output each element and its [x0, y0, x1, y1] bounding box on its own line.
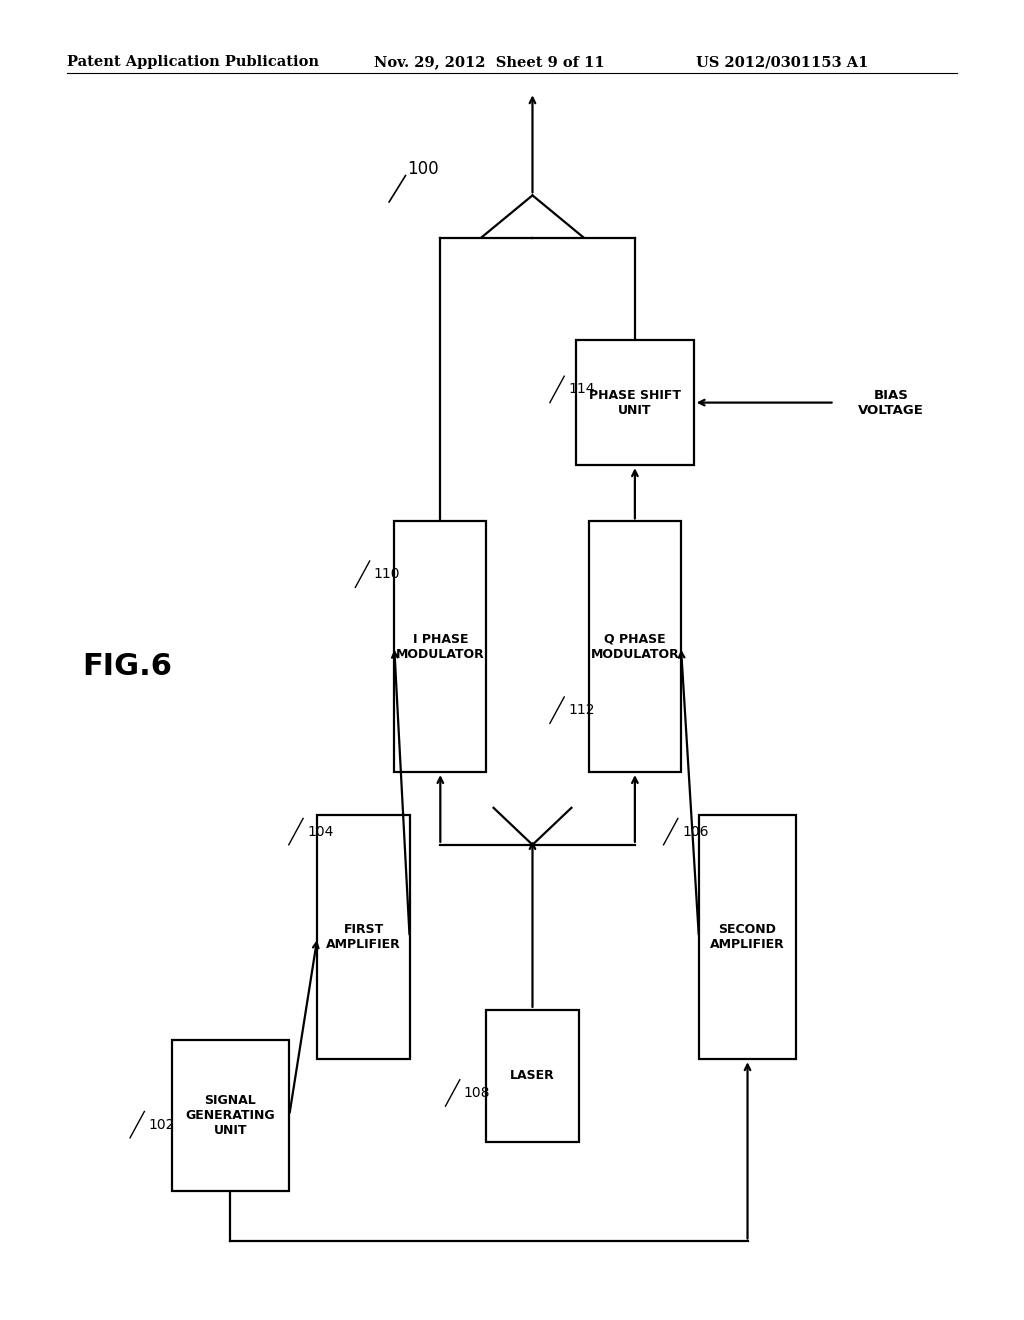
Text: Q PHASE
MODULATOR: Q PHASE MODULATOR [591, 632, 679, 661]
Text: PHASE SHIFT
UNIT: PHASE SHIFT UNIT [589, 388, 681, 417]
Text: BIAS
VOLTAGE: BIAS VOLTAGE [858, 388, 924, 417]
Bar [575, 341, 694, 466]
Bar [172, 1040, 290, 1191]
Text: FIRST
AMPLIFIER: FIRST AMPLIFIER [327, 923, 400, 952]
Text: 106: 106 [682, 825, 709, 838]
Text: Nov. 29, 2012  Sheet 9 of 11: Nov. 29, 2012 Sheet 9 of 11 [374, 55, 604, 70]
Text: 114: 114 [568, 383, 595, 396]
Bar [486, 1010, 579, 1142]
Bar [589, 521, 681, 772]
Text: 100: 100 [408, 160, 439, 178]
Text: US 2012/0301153 A1: US 2012/0301153 A1 [696, 55, 868, 70]
Text: SIGNAL
GENERATING
UNIT: SIGNAL GENERATING UNIT [185, 1094, 275, 1137]
Bar [698, 814, 797, 1059]
Text: 102: 102 [148, 1118, 175, 1131]
Text: 108: 108 [464, 1086, 490, 1100]
Text: 104: 104 [307, 825, 334, 838]
Text: I PHASE
MODULATOR: I PHASE MODULATOR [396, 632, 484, 661]
Text: LASER: LASER [510, 1069, 555, 1082]
Text: Patent Application Publication: Patent Application Publication [67, 55, 318, 70]
Bar [394, 521, 486, 772]
Text: SECOND
AMPLIFIER: SECOND AMPLIFIER [711, 923, 784, 952]
Text: FIG.6: FIG.6 [82, 652, 172, 681]
Text: 110: 110 [374, 568, 400, 581]
Text: 112: 112 [568, 704, 595, 717]
Bar [317, 814, 410, 1059]
